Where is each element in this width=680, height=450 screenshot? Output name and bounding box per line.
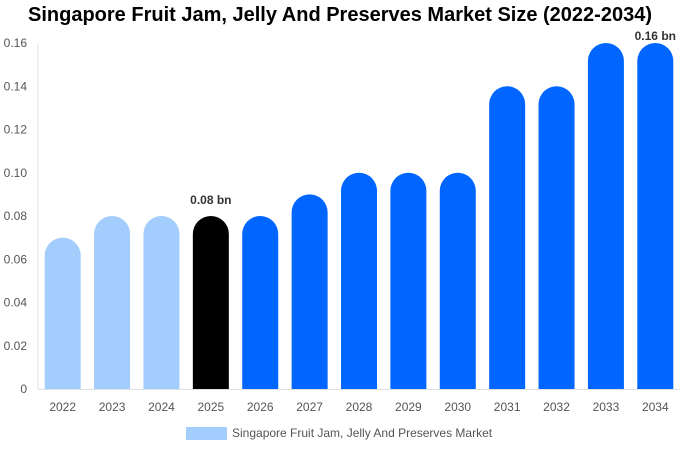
x-tick-label: 2023 bbox=[99, 400, 126, 414]
bar-2025[interactable] bbox=[192, 216, 229, 389]
x-tick-label: 2033 bbox=[593, 400, 620, 414]
y-tick-label: 0.12 bbox=[4, 123, 28, 137]
bar-2034[interactable] bbox=[637, 43, 674, 389]
bar-2029[interactable] bbox=[390, 172, 427, 389]
bar-2028[interactable] bbox=[341, 172, 377, 389]
x-tick-label: 2031 bbox=[494, 400, 521, 414]
bar-2027[interactable] bbox=[291, 194, 328, 389]
legend-label[interactable]: Singapore Fruit Jam, Jelly And Preserves… bbox=[232, 426, 493, 440]
x-tick-label: 2028 bbox=[346, 400, 373, 414]
x-tick-label: 2029 bbox=[395, 400, 422, 414]
y-tick-label: 0.10 bbox=[4, 166, 28, 180]
y-tick-label: 0.08 bbox=[4, 209, 28, 223]
x-tick-label: 2032 bbox=[543, 400, 570, 414]
bar-2030[interactable] bbox=[439, 172, 476, 389]
data-label: 0.16 bn bbox=[635, 29, 676, 43]
bar-2031[interactable] bbox=[489, 86, 526, 389]
bar-2022[interactable] bbox=[44, 237, 81, 389]
x-tick-label: 2034 bbox=[642, 400, 669, 414]
y-tick-label: 0 bbox=[20, 382, 27, 396]
x-tick-label: 2027 bbox=[296, 400, 323, 414]
data-label: 0.08 bn bbox=[190, 193, 231, 207]
bar-2033[interactable] bbox=[587, 43, 624, 389]
legend-swatch bbox=[186, 427, 227, 440]
y-tick-label: 0.04 bbox=[4, 296, 28, 310]
chart-title: Singapore Fruit Jam, Jelly And Preserves… bbox=[28, 4, 652, 26]
bar-2032[interactable] bbox=[538, 86, 575, 389]
x-tick-label: 2030 bbox=[444, 400, 471, 414]
x-tick-label: 2022 bbox=[49, 400, 76, 414]
y-tick-label: 0.02 bbox=[4, 339, 28, 353]
x-tick-label: 2024 bbox=[148, 400, 175, 414]
x-tick-label: 2025 bbox=[197, 400, 224, 414]
bar-2023[interactable] bbox=[94, 216, 131, 389]
y-tick-label: 0.06 bbox=[4, 252, 28, 266]
y-tick-label: 0.14 bbox=[4, 79, 28, 93]
y-tick-label: 0.16 bbox=[4, 36, 28, 50]
bar-2026[interactable] bbox=[242, 216, 279, 389]
x-tick-label: 2026 bbox=[247, 400, 274, 414]
bar-2024[interactable] bbox=[143, 216, 180, 389]
